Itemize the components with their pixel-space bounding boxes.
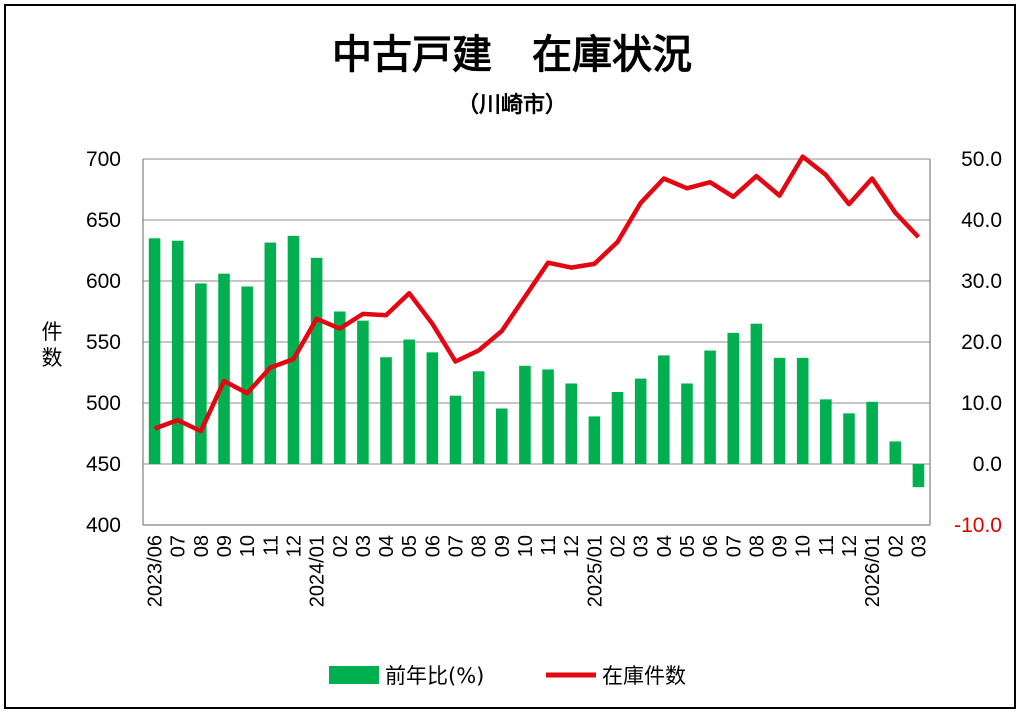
x-tick: 04 bbox=[654, 535, 676, 557]
x-tick: 2026/01 bbox=[862, 535, 884, 607]
bar bbox=[681, 383, 693, 464]
x-tick: 02 bbox=[608, 535, 630, 557]
bar bbox=[495, 408, 508, 464]
bar bbox=[658, 355, 670, 464]
y-left-tick: 650 bbox=[86, 209, 121, 232]
bar bbox=[357, 320, 369, 464]
legend-line-label: 在庫件数 bbox=[602, 664, 686, 688]
x-tick: 09 bbox=[214, 535, 236, 557]
x-tick: 08 bbox=[191, 535, 213, 557]
bar bbox=[542, 369, 554, 464]
bar bbox=[889, 441, 902, 464]
x-tick: 2023/06 bbox=[145, 535, 167, 607]
y-left-tick: 550 bbox=[86, 331, 121, 354]
x-tick: 09 bbox=[770, 535, 792, 557]
x-tick: 03 bbox=[353, 535, 375, 557]
bar bbox=[519, 365, 531, 464]
y-right-tick: 10.0 bbox=[961, 392, 1002, 415]
gridlines bbox=[143, 158, 930, 526]
bar bbox=[820, 399, 832, 464]
bar bbox=[796, 357, 809, 464]
legend-bar-swatch bbox=[329, 666, 379, 684]
y-left-tick-labels: 700 650 600 550 500 450 400 bbox=[86, 148, 121, 537]
y-left-tick: 500 bbox=[86, 392, 121, 415]
x-tick: 10 bbox=[515, 535, 537, 557]
chart-title: 中古戸建 在庫状況 bbox=[332, 32, 692, 78]
bar bbox=[310, 257, 323, 464]
bar bbox=[148, 238, 161, 464]
bar bbox=[449, 395, 462, 464]
legend-bar-label: 前年比(%) bbox=[385, 664, 484, 688]
x-tick: 06 bbox=[700, 535, 722, 557]
y-right-tick: -10.0 bbox=[954, 514, 1002, 537]
bar bbox=[241, 286, 253, 464]
bar bbox=[218, 273, 230, 464]
x-tick: 12 bbox=[561, 535, 583, 557]
x-tick: 05 bbox=[399, 535, 421, 557]
bar bbox=[727, 332, 740, 464]
x-tick: 10 bbox=[237, 535, 259, 557]
bar bbox=[195, 283, 207, 464]
y-axis-label-char-1: 件 bbox=[42, 320, 63, 344]
y-right-tick: 50.0 bbox=[961, 148, 1002, 171]
x-tick: 04 bbox=[376, 535, 398, 557]
bar bbox=[912, 464, 925, 488]
bar bbox=[634, 378, 647, 464]
bar bbox=[333, 311, 346, 464]
bar-series bbox=[148, 235, 925, 488]
axes bbox=[142, 159, 931, 526]
x-tick: 08 bbox=[469, 535, 491, 557]
x-tick: 11 bbox=[538, 535, 560, 556]
x-tick: 07 bbox=[445, 535, 467, 557]
x-tick: 05 bbox=[677, 535, 699, 557]
x-tick: 06 bbox=[422, 535, 444, 557]
bar bbox=[611, 392, 624, 464]
y-left-tick: 400 bbox=[86, 514, 121, 537]
legend: 前年比(%) 在庫件数 bbox=[329, 664, 686, 688]
x-tick: 02 bbox=[885, 535, 907, 557]
bar bbox=[380, 357, 392, 464]
bar bbox=[171, 240, 184, 464]
x-tick: 11 bbox=[816, 535, 838, 556]
x-tick: 10 bbox=[793, 535, 815, 557]
x-tick: 03 bbox=[908, 535, 930, 557]
x-tick: 12 bbox=[839, 535, 861, 557]
chart-subtitle: （川崎市） bbox=[457, 92, 567, 118]
y-right-tick: 20.0 bbox=[961, 331, 1002, 354]
y-right-tick-labels: 50.0 40.0 30.0 20.0 10.0 0.0 -10.0 bbox=[954, 148, 1002, 537]
bar bbox=[264, 242, 277, 464]
x-tick-labels: 2023/06 07 08 09 10 11 12 2024/01 02 03 04 05 06 07 08… bbox=[145, 535, 931, 607]
y-left-tick: 700 bbox=[86, 148, 121, 171]
x-tick: 12 bbox=[283, 535, 305, 557]
x-tick: 2024/01 bbox=[307, 535, 329, 607]
x-tick: 09 bbox=[492, 535, 514, 557]
x-tick: 11 bbox=[260, 535, 282, 556]
x-tick: 07 bbox=[168, 535, 190, 557]
bar bbox=[866, 401, 878, 464]
y-axis-label-char-2: 数 bbox=[42, 346, 63, 370]
x-tick: 07 bbox=[723, 535, 745, 557]
x-tick: 02 bbox=[330, 535, 352, 557]
inventory-line bbox=[153, 154, 921, 434]
bar bbox=[565, 383, 578, 464]
bar bbox=[472, 371, 485, 464]
bar bbox=[588, 416, 601, 464]
bar bbox=[704, 350, 716, 464]
bar bbox=[403, 339, 415, 464]
bar bbox=[843, 413, 855, 464]
bar bbox=[773, 357, 786, 464]
bar bbox=[287, 235, 300, 464]
y-right-tick: 30.0 bbox=[961, 270, 1002, 293]
bar bbox=[426, 352, 439, 464]
x-tick: 03 bbox=[631, 535, 653, 557]
y-right-tick: 0.0 bbox=[973, 453, 1002, 476]
y-left-tick: 450 bbox=[86, 453, 121, 476]
x-tick: 2025/01 bbox=[584, 535, 606, 607]
bar bbox=[750, 323, 763, 464]
line-series bbox=[153, 154, 921, 434]
x-tick: 08 bbox=[746, 535, 768, 557]
y-right-tick: 40.0 bbox=[961, 209, 1002, 232]
y-left-tick: 600 bbox=[86, 270, 121, 293]
